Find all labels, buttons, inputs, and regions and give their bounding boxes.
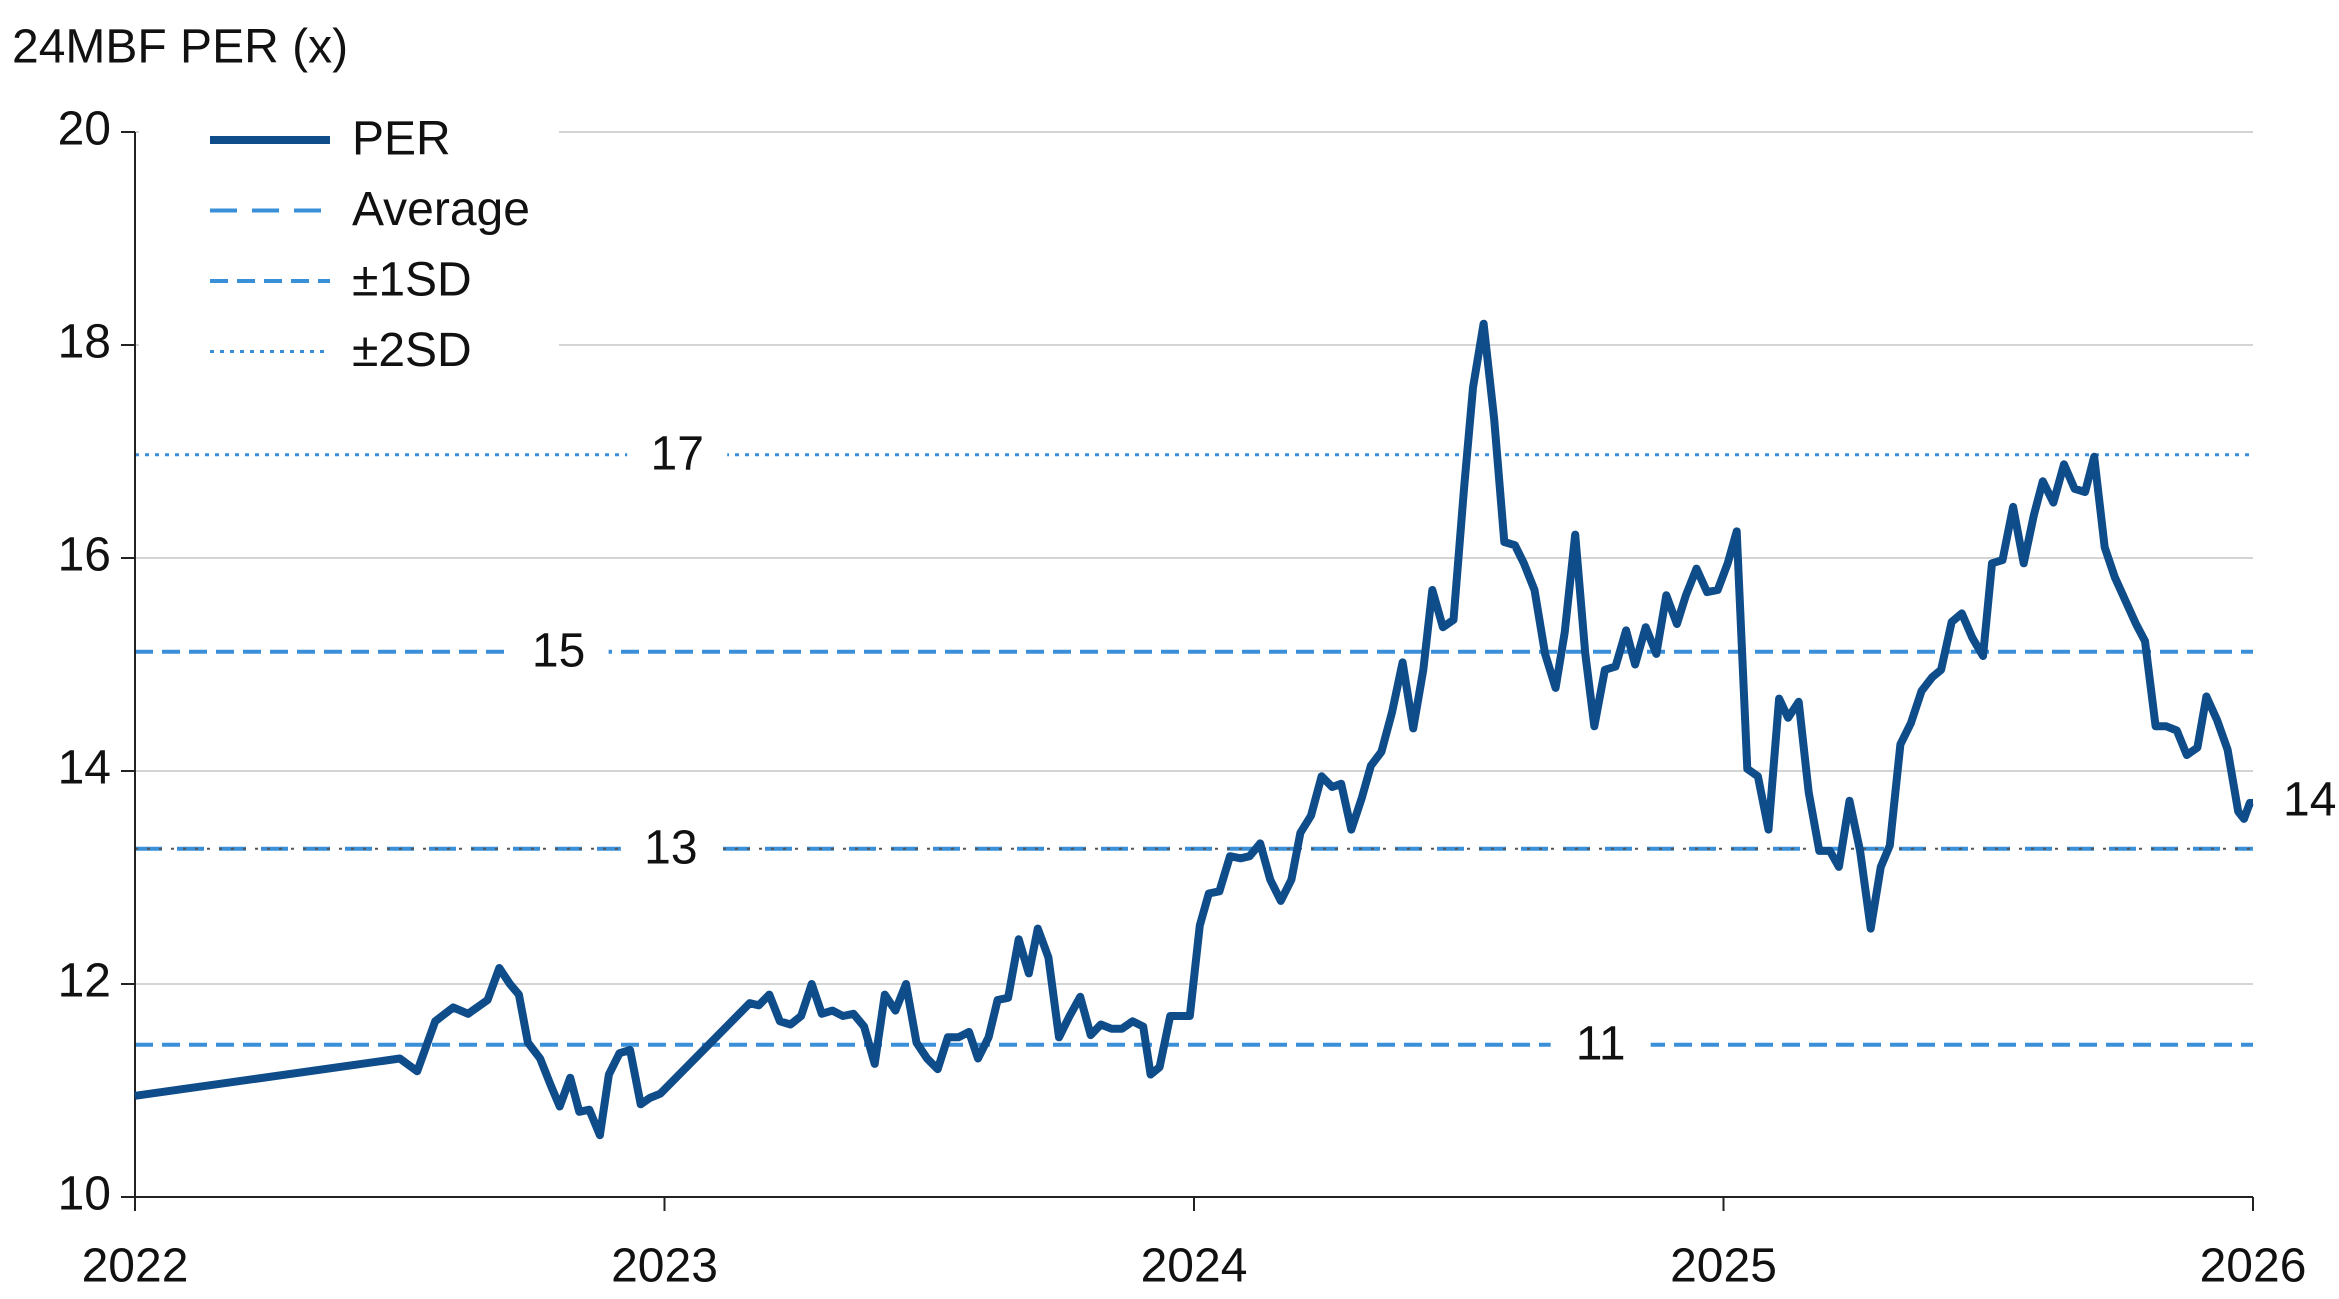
label-gap bbox=[620, 838, 721, 859]
legend-label: ±1SD bbox=[352, 254, 472, 307]
reference-label: 17 bbox=[651, 427, 704, 480]
y-tick-label: 16 bbox=[58, 529, 111, 582]
x-tick-label: 2026 bbox=[2200, 1240, 2307, 1293]
label-gap bbox=[627, 444, 728, 465]
legend-label: PER bbox=[352, 113, 451, 166]
legend-label: ±2SD bbox=[352, 324, 472, 377]
reference-label: 15 bbox=[532, 624, 585, 677]
x-tick-label: 2025 bbox=[1670, 1240, 1777, 1293]
y-axis-label: 24MBF PER (x) bbox=[12, 21, 348, 74]
label-gap bbox=[508, 641, 609, 662]
reference-label: 11 bbox=[1576, 1017, 1626, 1070]
y-tick-label: 14 bbox=[58, 742, 111, 795]
y-tick-label: 20 bbox=[58, 103, 111, 156]
y-tick-label: 12 bbox=[58, 955, 111, 1008]
y-tick-label: 10 bbox=[58, 1168, 111, 1221]
legend-label: Average bbox=[352, 183, 530, 236]
per-line bbox=[134, 319, 2254, 1140]
x-tick-label: 2022 bbox=[82, 1240, 189, 1293]
y-tick-label: 18 bbox=[58, 316, 111, 369]
x-tick-label: 2023 bbox=[611, 1240, 718, 1293]
reference-label: 13 bbox=[644, 821, 697, 874]
end-label: 14 bbox=[2283, 774, 2336, 827]
label-gap bbox=[1550, 1034, 1651, 1055]
x-tick-label: 2024 bbox=[1141, 1240, 1248, 1293]
legend-background bbox=[139, 112, 559, 377]
